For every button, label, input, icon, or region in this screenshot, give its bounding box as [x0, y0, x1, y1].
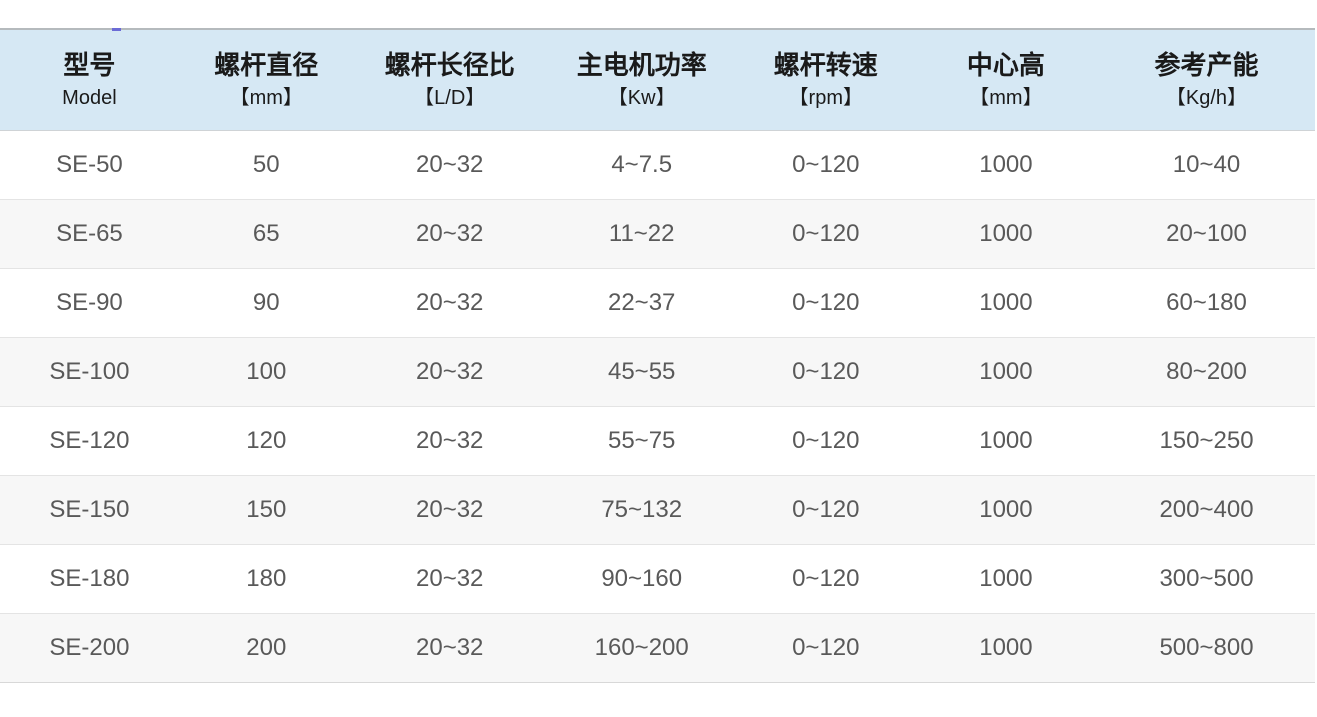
value-cell: 0~120 — [737, 406, 914, 476]
value-cell: 20~32 — [353, 199, 546, 269]
value-cell: 1000 — [913, 268, 1098, 338]
value-cell: 0~120 — [792, 151, 860, 178]
column-title: 型号 — [63, 50, 116, 81]
table-row: SE-100 100 20~32 45~55 0~120 1000 80~200 — [0, 337, 1315, 407]
value-cell: 20~32 — [353, 544, 546, 614]
value-cell: 20~32 — [353, 406, 546, 476]
model-cell: SE-90 — [0, 268, 179, 338]
value-cell: 20~32 — [353, 613, 546, 683]
value-cell: 0~120 — [737, 337, 914, 407]
value-cell: 150 — [178, 475, 354, 545]
value-cell: 0~120 — [737, 268, 914, 338]
value-cell: 150~250 — [1097, 406, 1315, 476]
column-title: 螺杆直径 — [214, 50, 319, 81]
value-cell: 1000 — [913, 406, 1098, 476]
column-header-5: 螺杆转速【rpm】 — [738, 29, 914, 131]
column-unit: 【Kw】 — [607, 86, 676, 109]
table-header: 型号 Model 螺杆直径 【mm】 螺杆长径比 【L/D】 主电机功率 【Kw】 螺杆转速 【r… — [0, 29, 1315, 131]
value-cell: 1000 — [913, 475, 1098, 545]
value-cell: 200 — [178, 613, 354, 683]
column-title: 主电机功率 — [576, 50, 707, 81]
value-cell: 120 — [178, 406, 354, 476]
value-cell: 20~32 — [353, 475, 546, 545]
model-cell: SE-65 — [0, 199, 179, 269]
column-header-7: 参考产能【Kg/h】 — [1098, 29, 1315, 131]
value-cell: 1000 — [979, 151, 1033, 178]
column-title: 中心高 — [966, 50, 1045, 81]
header-row: 型号 Model 螺杆直径 【mm】 螺杆长径比 【L/D】 主电机功率 【Kw】 螺杆转速 【r… — [0, 29, 1315, 131]
value-cell: 20~32 — [416, 151, 484, 178]
value-cell: 160~200 — [545, 613, 738, 683]
column-unit: Model — [62, 86, 117, 109]
value-cell: 90~160 — [545, 544, 738, 614]
column-unit: 【mm】 — [969, 86, 1043, 109]
value-cell: 1000 — [913, 544, 1098, 614]
value-cell: 0~120 — [737, 199, 914, 269]
column-title: 螺杆转速 — [773, 50, 878, 81]
value-cell: 20~100 — [1097, 199, 1315, 269]
value-cell: 20~32 — [353, 337, 546, 407]
column-header-6: 中心高【mm】 — [914, 29, 1098, 131]
column-header-3: 螺杆长径比【L/D】 — [354, 29, 546, 131]
column-unit: 【rpm】 — [788, 86, 864, 109]
table-row: SE-180 180 20~32 90~160 0~120 1000 300~500 — [0, 544, 1315, 614]
value-cell: 22~37 — [545, 268, 738, 338]
model-cell: SE-150 — [0, 475, 179, 545]
column-header-4: 主电机功率【Kw】 — [546, 29, 738, 131]
table-row: SE-200 200 20~32 160~200 0~120 1000 500~800 — [0, 613, 1315, 683]
column-header-1: 型号 Model — [0, 29, 179, 131]
column-unit: 【Kg/h】 — [1165, 86, 1248, 109]
column-unit: 【L/D】 — [414, 86, 486, 109]
top-edge-fragment — [112, 28, 121, 31]
table-row: SE-90 90 20~32 22~37 0~120 1000 60~180 — [0, 268, 1315, 338]
value-cell: 50 — [252, 151, 280, 178]
value-cell: 0~120 — [737, 544, 914, 614]
value-cell: 0~120 — [737, 613, 914, 683]
model-cell: SE-50 — [56, 151, 123, 178]
value-cell: 20~32 — [353, 268, 546, 338]
value-cell: 1000 — [913, 613, 1098, 683]
value-cell: 75~132 — [545, 475, 738, 545]
model-cell: SE-200 — [0, 613, 179, 683]
column-title: 参考产能 — [1154, 50, 1259, 81]
value-cell: 4~7.5 — [611, 151, 673, 178]
model-cell: SE-180 — [0, 544, 179, 614]
column-unit: 【mm】 — [229, 86, 303, 109]
table-row: SE-50 50 20~32 4~7.5 0~120 1000 10~40 — [0, 131, 1315, 200]
value-cell: 0~120 — [737, 475, 914, 545]
table-row: SE-65 65 20~32 11~22 0~120 1000 20~100 — [0, 199, 1315, 269]
value-cell: 60~180 — [1097, 268, 1315, 338]
table-body: SE-50 50 20~32 4~7.5 0~120 1000 10~40 SE-65 65 20… — [0, 131, 1315, 683]
value-cell: 80~200 — [1097, 337, 1315, 407]
table-row: SE-150 150 20~32 75~132 0~120 1000 200~400 — [0, 475, 1315, 545]
value-cell: 65 — [178, 199, 354, 269]
product-spec-table: 型号 Model 螺杆直径 【mm】 螺杆长径比 【L/D】 主电机功率 【Kw】 螺杆转速 【r… — [0, 28, 1315, 683]
value-cell: 11~22 — [545, 199, 738, 269]
value-cell: 90 — [178, 268, 354, 338]
value-cell: 180 — [178, 544, 354, 614]
value-cell: 1000 — [913, 337, 1098, 407]
table-row: SE-120 120 20~32 55~75 0~120 1000 150~250 — [0, 406, 1315, 476]
value-cell: 200~400 — [1097, 475, 1315, 545]
value-cell: 45~55 — [545, 337, 738, 407]
model-cell: SE-100 — [0, 337, 179, 407]
column-header-2: 螺杆直径【mm】 — [179, 29, 354, 131]
value-cell: 100 — [178, 337, 354, 407]
column-title: 螺杆长径比 — [384, 50, 515, 81]
value-cell: 10~40 — [1172, 151, 1241, 178]
model-cell: SE-120 — [0, 406, 179, 476]
value-cell: 300~500 — [1097, 544, 1315, 614]
value-cell: 1000 — [913, 199, 1098, 269]
value-cell: 55~75 — [545, 406, 738, 476]
value-cell: 500~800 — [1097, 613, 1315, 683]
